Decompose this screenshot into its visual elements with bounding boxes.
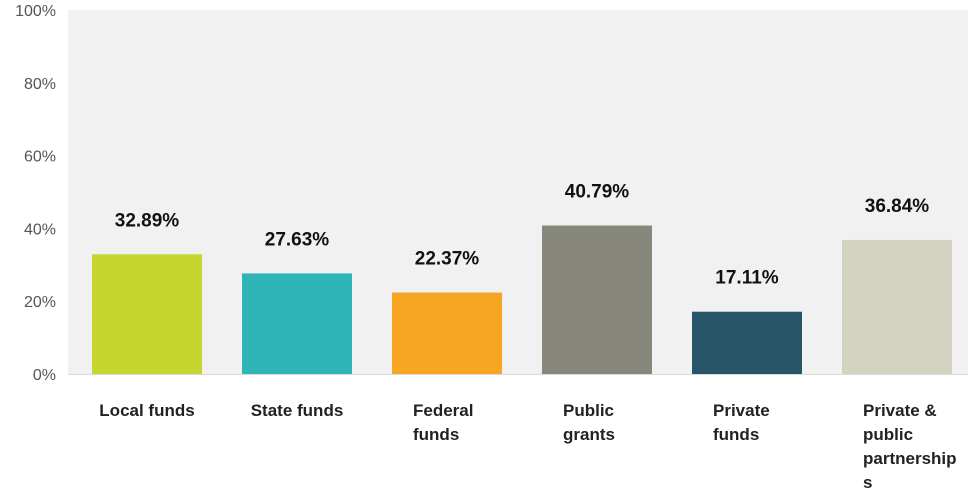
data-label: 22.37% bbox=[415, 249, 480, 270]
x-tick-label: Public grants bbox=[563, 401, 615, 444]
x-tick-label: State funds bbox=[251, 401, 344, 420]
bar bbox=[542, 225, 652, 374]
y-tick-label: 20% bbox=[24, 294, 56, 311]
data-label: 36.84% bbox=[865, 196, 930, 217]
bar bbox=[692, 311, 802, 374]
y-tick-label: 100% bbox=[15, 3, 56, 20]
y-tick-label: 40% bbox=[24, 221, 56, 238]
plot-background bbox=[68, 10, 968, 374]
value-labels: 32.89% 27.63% 22.37% 40.79% 17.11% 36.84% bbox=[115, 182, 930, 289]
y-tick-label: 0% bbox=[33, 367, 56, 384]
data-label: 40.79% bbox=[565, 182, 630, 203]
x-tick-label: Federal funds bbox=[413, 401, 473, 444]
bar bbox=[392, 292, 502, 374]
x-tick-label: Local funds bbox=[99, 401, 194, 420]
y-axis-ticks: 0% 20% 40% 60% 80% 100% bbox=[15, 3, 56, 384]
data-label: 32.89% bbox=[115, 210, 180, 231]
data-label: 27.63% bbox=[265, 229, 330, 250]
x-tick-label: Private & public partnership s bbox=[863, 401, 957, 489]
bar bbox=[242, 273, 352, 374]
bars bbox=[92, 225, 952, 374]
data-label: 17.11% bbox=[715, 268, 778, 289]
y-tick-label: 60% bbox=[24, 149, 56, 166]
category-labels: Local funds State funds Federal funds Public… bbox=[99, 401, 956, 489]
x-tick-label: Private funds bbox=[713, 401, 770, 444]
y-tick-label: 80% bbox=[24, 76, 56, 93]
bar bbox=[842, 239, 952, 374]
bar bbox=[92, 254, 202, 374]
